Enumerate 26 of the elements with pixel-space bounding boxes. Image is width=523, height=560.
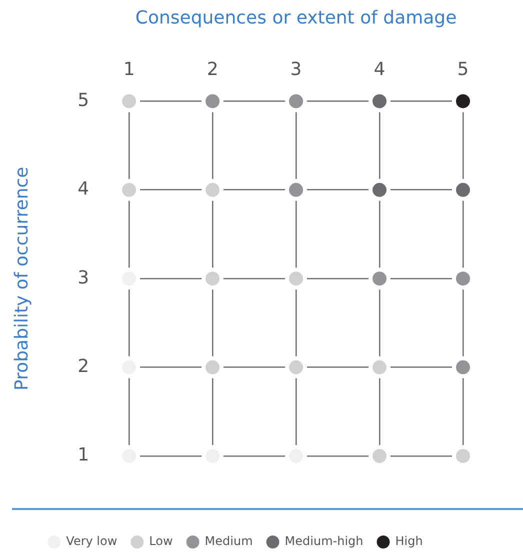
legend-label: Low bbox=[149, 534, 173, 548]
x-tick-label: 2 bbox=[206, 59, 218, 80]
x-tick-label: 5 bbox=[457, 59, 469, 80]
legend-label: Medium bbox=[204, 534, 253, 548]
point bbox=[202, 356, 224, 378]
y-tick-label: 2 bbox=[78, 356, 90, 377]
y-tick-label: 1 bbox=[78, 444, 90, 466]
y-axis-title: Probability of occurrence bbox=[11, 166, 32, 390]
x-tick-label: 3 bbox=[290, 59, 302, 80]
point bbox=[285, 268, 308, 290]
point bbox=[285, 178, 308, 201]
point bbox=[285, 356, 308, 378]
point bbox=[368, 178, 391, 201]
legend-label: High bbox=[395, 534, 423, 548]
legend-label: Medium-high bbox=[284, 534, 364, 548]
point bbox=[368, 268, 391, 290]
y-tick-label: 5 bbox=[78, 90, 90, 111]
point bbox=[202, 268, 224, 290]
point bbox=[368, 356, 391, 378]
y-tick-label: 3 bbox=[78, 267, 90, 288]
y-tick-label: 4 bbox=[78, 178, 90, 200]
legend-label: Very low bbox=[66, 534, 118, 548]
x-tick-label: 1 bbox=[123, 59, 135, 80]
x-axis-title: Consequences or extent of damage bbox=[135, 7, 457, 28]
x-tick-label: 4 bbox=[374, 59, 386, 80]
point bbox=[202, 178, 224, 201]
